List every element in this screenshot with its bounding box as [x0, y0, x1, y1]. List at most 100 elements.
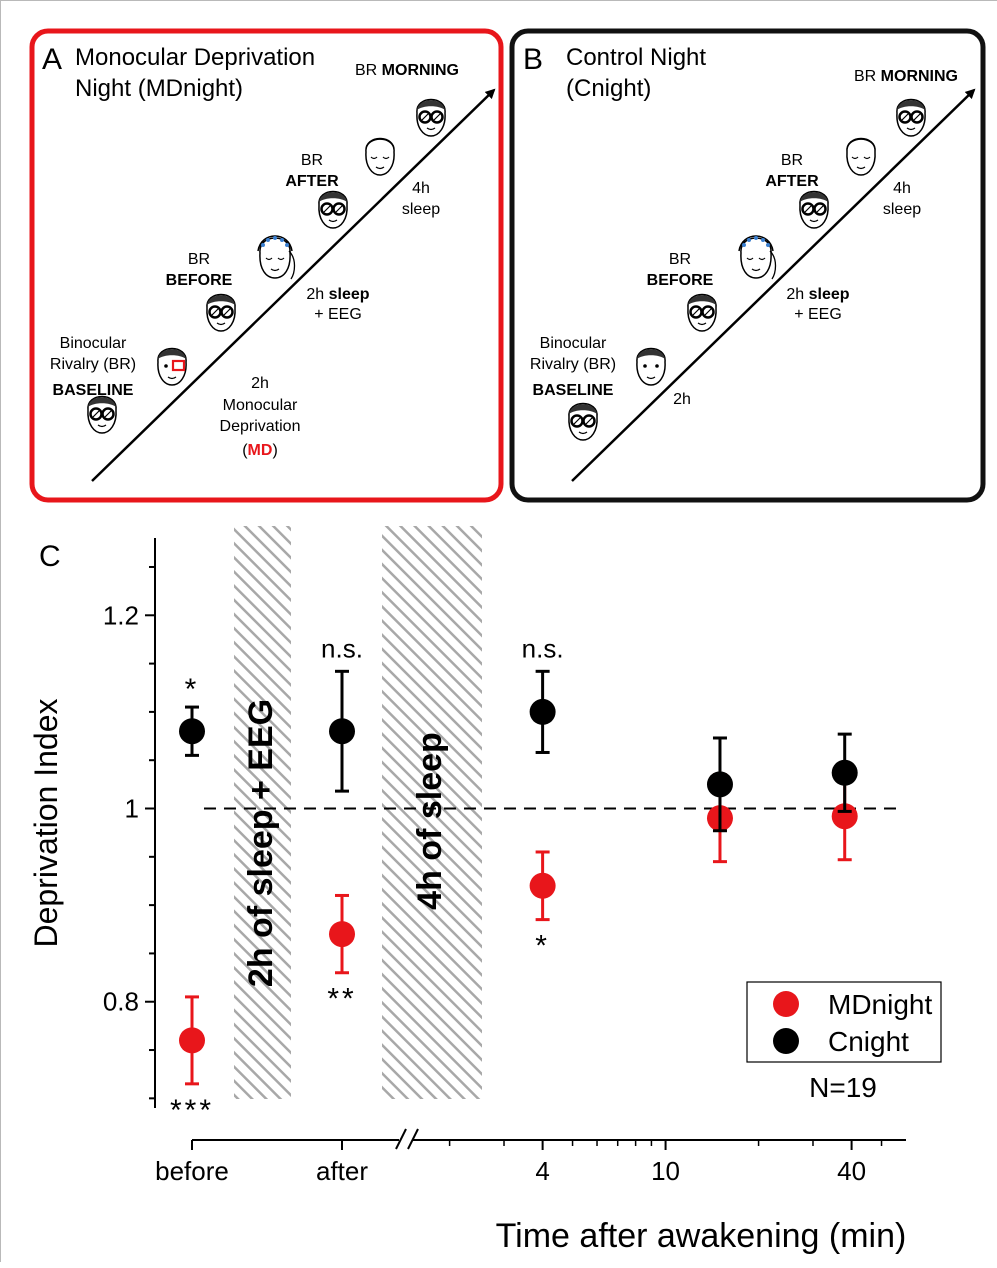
- marker: [831, 803, 858, 830]
- panel-b-after-bold: AFTER: [765, 173, 819, 190]
- shaded-region-1: [234, 526, 291, 1099]
- data-point-mdnight: ***: [170, 995, 214, 1127]
- x-tick-label: before: [155, 1156, 229, 1186]
- panel-a-sleep4-line2: sleep: [402, 201, 440, 218]
- shaded-region-label-1: 2h of sleep + EEG: [242, 699, 280, 987]
- marker: [529, 698, 556, 725]
- panel-a-md-line3: Deprivation: [220, 418, 301, 435]
- panel-b-after-br: BR: [781, 152, 803, 169]
- panel-b: B Control Night (Cnight) BR MORNING BR A…: [509, 28, 986, 503]
- data-point-cnight: [831, 732, 858, 813]
- legend-label: MDnight: [828, 989, 932, 1020]
- chart-axes: 0.8 1 1.2 Deprivation Index before after 4 10 40…: [28, 538, 906, 1255]
- face-goggles-icon: [568, 402, 598, 441]
- panel-b-baseline-line2: Rivalry (BR): [530, 356, 616, 373]
- data-point-cnight: [706, 736, 733, 833]
- panel-b-letter: B: [523, 43, 543, 76]
- y-tick-label: 0.8: [103, 987, 139, 1017]
- face-goggles-icon: [416, 98, 446, 137]
- panel-b-morning-label: BR MORNING: [854, 68, 958, 85]
- panel-a-baseline-line2: Rivalry (BR): [50, 356, 136, 373]
- marker: [706, 771, 733, 798]
- face-goggles-icon: [318, 190, 348, 229]
- panel-a-before-br: BR: [188, 251, 210, 268]
- legend-marker: [773, 1028, 799, 1054]
- shaded-regions: 2h of sleep + EEG 4h of sleep: [234, 526, 482, 1099]
- panel-a-border: [29, 28, 504, 503]
- x-tick-label: 10: [651, 1156, 680, 1186]
- y-tick-label: 1: [125, 794, 139, 824]
- panel-b-timeline-arrow: [571, 88, 976, 482]
- panel-a-md-line4: (MD): [242, 442, 278, 459]
- marker: [329, 718, 355, 745]
- significance-label: ***: [170, 1094, 214, 1127]
- chart-points: *******n.s. n.s.: [170, 633, 858, 1127]
- marker: [831, 759, 858, 786]
- data-point-cnight: *: [179, 673, 205, 757]
- panel-a-baseline-line1: Binocular: [60, 335, 127, 352]
- panel-a-title-line1: Monocular Deprivation: [75, 44, 315, 71]
- face-goggles-icon: [687, 293, 717, 332]
- panel-a-md-line2: Monocular: [223, 397, 298, 414]
- panel-a-before-bold: BEFORE: [166, 272, 233, 289]
- face-goggles-icon: [206, 293, 236, 332]
- panel-a-title-line2: Night (MDnight): [75, 75, 243, 102]
- panel-b-baseline-line1: Binocular: [540, 335, 607, 352]
- data-point-cnight: n.s.: [321, 633, 363, 793]
- panel-b-2h-label: 2h: [673, 391, 691, 408]
- axis-break-mark: [395, 1128, 407, 1150]
- significance-label: *: [535, 930, 550, 963]
- significance-label: **: [327, 983, 356, 1016]
- face-neutral-icon: [636, 347, 666, 386]
- panel-a-sleep2-line1: 2h sleep: [306, 286, 369, 303]
- significance-label: *: [185, 673, 200, 706]
- marker: [179, 1027, 205, 1054]
- significance-label: n.s.: [522, 633, 564, 663]
- panel-c-letter: C: [39, 540, 61, 573]
- panel-a: A Monocular Deprivation Night (MDnight) …: [29, 28, 504, 503]
- panel-b-sleep4-line1: 4h: [893, 180, 911, 197]
- face-sleeping-icon: [365, 137, 395, 176]
- panel-a-after-br: BR: [301, 152, 323, 169]
- marker: [329, 921, 355, 948]
- panel-b-before-br: BR: [669, 251, 691, 268]
- shaded-region-2: [382, 526, 482, 1099]
- y-axis-label: Deprivation Index: [28, 698, 64, 947]
- face-sleeping-icon: [846, 137, 876, 176]
- face-patch-icon: [157, 347, 187, 386]
- panel-a-after-bold: AFTER: [285, 173, 339, 190]
- panel-a-timeline-arrow: [91, 88, 496, 482]
- panel-b-title-line1: Control Night: [566, 44, 706, 71]
- marker: [529, 872, 556, 899]
- panel-b-sleep4-line2: sleep: [883, 201, 921, 218]
- x-tick-label: 40: [837, 1156, 866, 1186]
- panel-b-title-line2: (Cnight): [566, 75, 651, 102]
- panel-b-before-bold: BEFORE: [647, 272, 714, 289]
- data-point-mdnight: **: [327, 893, 356, 1016]
- x-tick-label: 4: [535, 1156, 549, 1186]
- panel-a-letter: A: [42, 43, 62, 76]
- face-goggles-icon: [799, 190, 829, 229]
- axis-break-mark: [407, 1128, 419, 1150]
- panel-b-sleep2-line1: 2h sleep: [786, 286, 849, 303]
- face-eeg-icon: [257, 235, 296, 280]
- x-axis-label: Time after awakening (min): [496, 1217, 907, 1255]
- significance-label: n.s.: [321, 633, 363, 663]
- marker: [179, 718, 205, 745]
- x-tick-label: after: [316, 1156, 368, 1186]
- panel-a-sleep2-line2: + EEG: [314, 306, 362, 323]
- legend-label: Cnight: [828, 1026, 909, 1057]
- panel-a-md-line1: 2h: [251, 375, 269, 392]
- face-goggles-icon: [87, 395, 117, 434]
- panel-a-sleep4-line1: 4h: [412, 180, 430, 197]
- panel-c-chart: C 2h of sleep + EEG 4h of sleep 0.8 1 1.2 De…: [28, 526, 942, 1255]
- panel-b-baseline-bold: BASELINE: [533, 382, 614, 399]
- data-point-mdnight: *: [529, 850, 556, 963]
- sample-size-label: N=19: [809, 1072, 877, 1103]
- panel-b-sleep2-line2: + EEG: [794, 306, 842, 323]
- legend-marker: [773, 991, 799, 1017]
- y-tick-label: 1.2: [103, 600, 139, 630]
- face-eeg-icon: [738, 235, 777, 280]
- panel-a-baseline-bold: BASELINE: [53, 382, 134, 399]
